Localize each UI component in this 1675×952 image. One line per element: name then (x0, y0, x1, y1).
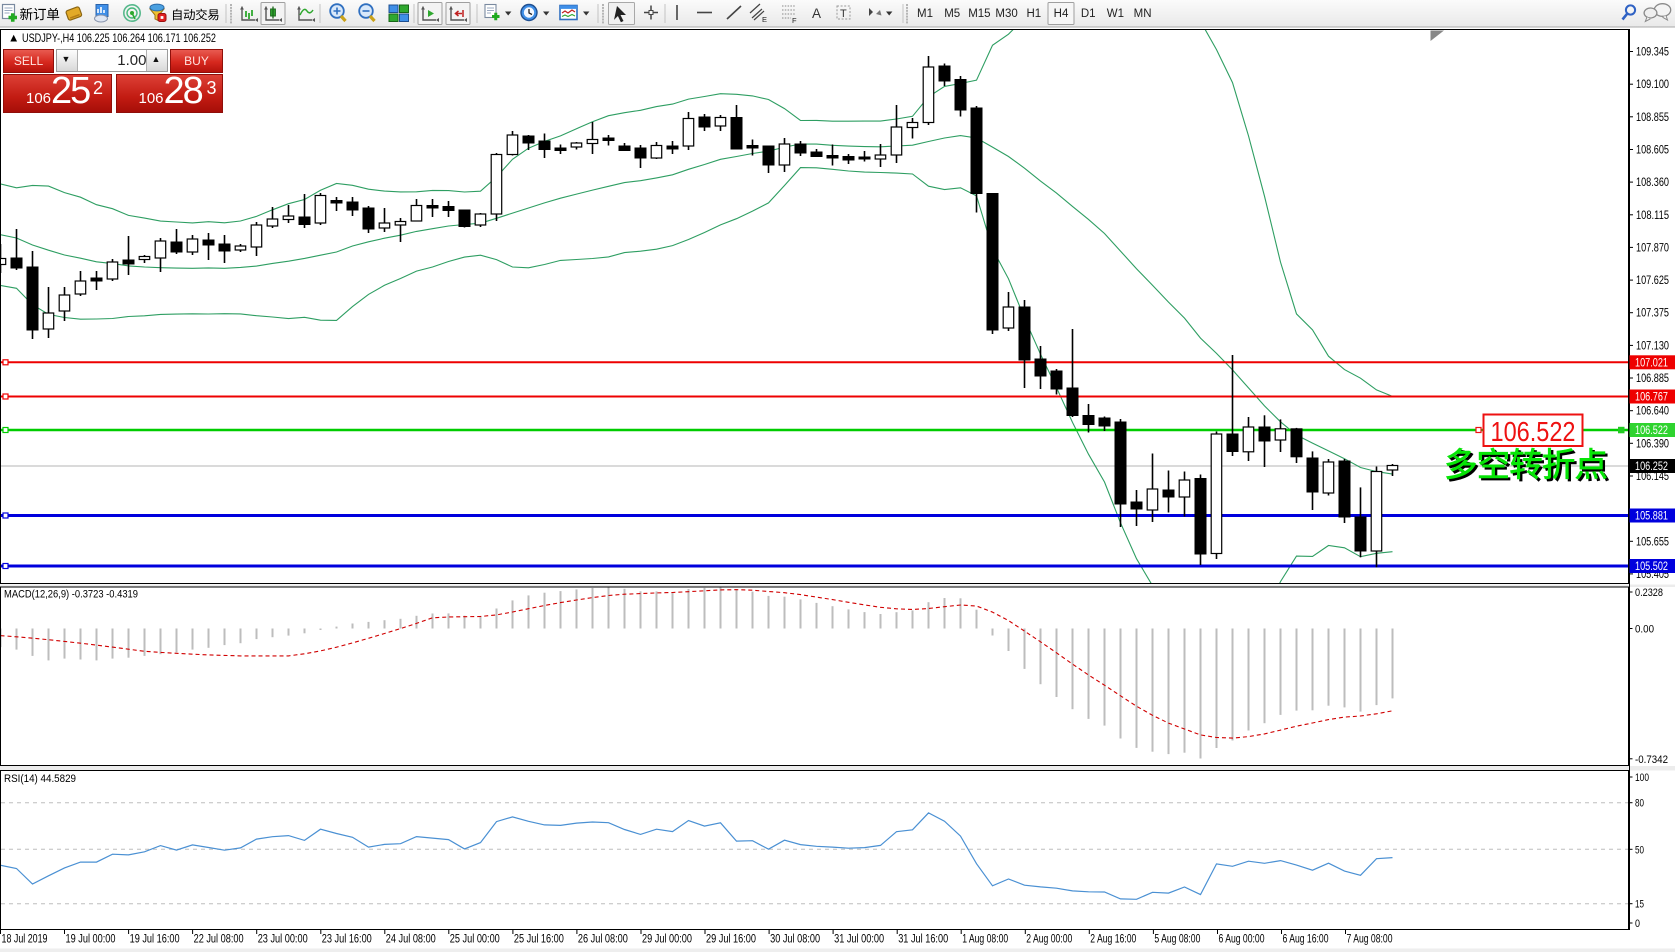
svg-text:15: 15 (1635, 899, 1644, 911)
svg-text:108.115: 108.115 (1636, 210, 1669, 222)
svg-text:7 Aug 08:00: 7 Aug 08:00 (1347, 934, 1393, 946)
svg-text:107.625: 107.625 (1636, 275, 1669, 287)
svg-text:H4: H4 (1054, 8, 1069, 20)
svg-text:2 Aug 16:00: 2 Aug 16:00 (1090, 934, 1136, 946)
svg-text:19 Jul 16:00: 19 Jul 16:00 (130, 934, 180, 946)
svg-text:6 Aug 16:00: 6 Aug 16:00 (1283, 934, 1329, 946)
svg-text:22 Jul 08:00: 22 Jul 08:00 (194, 934, 244, 946)
svg-text:D1: D1 (1081, 8, 1096, 20)
svg-text:▲: ▲ (8, 33, 19, 45)
svg-text:100: 100 (1635, 772, 1649, 784)
svg-text:25 Jul 16:00: 25 Jul 16:00 (514, 934, 564, 946)
svg-text:106.767: 106.767 (1635, 392, 1668, 404)
svg-text:107.375: 107.375 (1636, 308, 1669, 320)
svg-text:29 Jul 00:00: 29 Jul 00:00 (642, 934, 692, 946)
svg-text:105.881: 105.881 (1635, 511, 1668, 523)
svg-text:0: 0 (1635, 918, 1640, 930)
svg-text:29 Jul 16:00: 29 Jul 16:00 (706, 934, 756, 946)
svg-text:2 Aug 00:00: 2 Aug 00:00 (1026, 934, 1072, 946)
svg-text:W1: W1 (1107, 8, 1124, 20)
svg-text:MN: MN (1134, 8, 1152, 20)
svg-text:M1: M1 (917, 8, 933, 20)
svg-text:MACD(12,26,9) -0.3723 -0.4319: MACD(12,26,9) -0.3723 -0.4319 (4, 589, 138, 601)
svg-text:107.870: 107.870 (1636, 242, 1669, 254)
svg-text:M15: M15 (968, 8, 990, 20)
svg-text:106.390: 106.390 (1636, 438, 1669, 450)
svg-text:0.2328: 0.2328 (1635, 587, 1663, 599)
svg-text:23 Jul 16:00: 23 Jul 16:00 (322, 934, 372, 946)
svg-text:31 Jul 00:00: 31 Jul 00:00 (834, 934, 884, 946)
svg-text:106.640: 106.640 (1636, 406, 1669, 418)
svg-text:50: 50 (1635, 844, 1644, 856)
svg-text:80: 80 (1635, 798, 1644, 810)
svg-text:19 Jul 00:00: 19 Jul 00:00 (66, 934, 116, 946)
svg-text:H1: H1 (1026, 8, 1041, 20)
svg-text:-0.7342: -0.7342 (1635, 754, 1668, 766)
svg-text:1 Aug 08:00: 1 Aug 08:00 (962, 934, 1008, 946)
svg-text:105.655: 105.655 (1636, 536, 1669, 548)
svg-text:M5: M5 (944, 8, 960, 20)
svg-text:105.502: 105.502 (1635, 561, 1668, 573)
svg-text:24 Jul 08:00: 24 Jul 08:00 (386, 934, 436, 946)
svg-text:108.360: 108.360 (1636, 177, 1669, 189)
svg-text:F: F (792, 16, 797, 25)
svg-text:T: T (840, 8, 847, 20)
svg-text:23 Jul 00:00: 23 Jul 00:00 (258, 934, 308, 946)
svg-text:30 Jul 08:00: 30 Jul 08:00 (770, 934, 820, 946)
svg-text:107.130: 107.130 (1636, 340, 1669, 352)
svg-text:USDJPY-,H4 106.225 106.264 10: USDJPY-,H4 106.225 106.264 106.171 106.2… (22, 31, 216, 45)
svg-text:E: E (762, 15, 767, 24)
svg-text:106.522: 106.522 (1635, 425, 1668, 437)
svg-text:RSI(14) 44.5829: RSI(14) 44.5829 (4, 773, 76, 785)
svg-text:106.145: 106.145 (1636, 471, 1669, 483)
svg-text:6 Aug 00:00: 6 Aug 00:00 (1219, 934, 1265, 946)
svg-text:A: A (812, 6, 821, 21)
svg-text:5 Aug 08:00: 5 Aug 08:00 (1154, 934, 1200, 946)
svg-text:106.252: 106.252 (1635, 461, 1668, 473)
svg-text:107.021: 107.021 (1635, 358, 1668, 370)
svg-text:106.885: 106.885 (1636, 373, 1669, 385)
svg-text:108.605: 108.605 (1636, 145, 1669, 157)
svg-text:106.522: 106.522 (1491, 416, 1576, 447)
svg-text:M30: M30 (995, 8, 1017, 20)
svg-text:18 Jul 2019: 18 Jul 2019 (2, 934, 48, 946)
svg-text:109.345: 109.345 (1636, 47, 1669, 59)
svg-text:0.00: 0.00 (1635, 624, 1654, 636)
svg-text:109.100: 109.100 (1636, 79, 1669, 91)
svg-text:31 Jul 16:00: 31 Jul 16:00 (898, 934, 948, 946)
svg-text:26 Jul 08:00: 26 Jul 08:00 (578, 934, 628, 946)
svg-text:25 Jul 00:00: 25 Jul 00:00 (450, 934, 500, 946)
svg-text:108.855: 108.855 (1636, 112, 1669, 124)
